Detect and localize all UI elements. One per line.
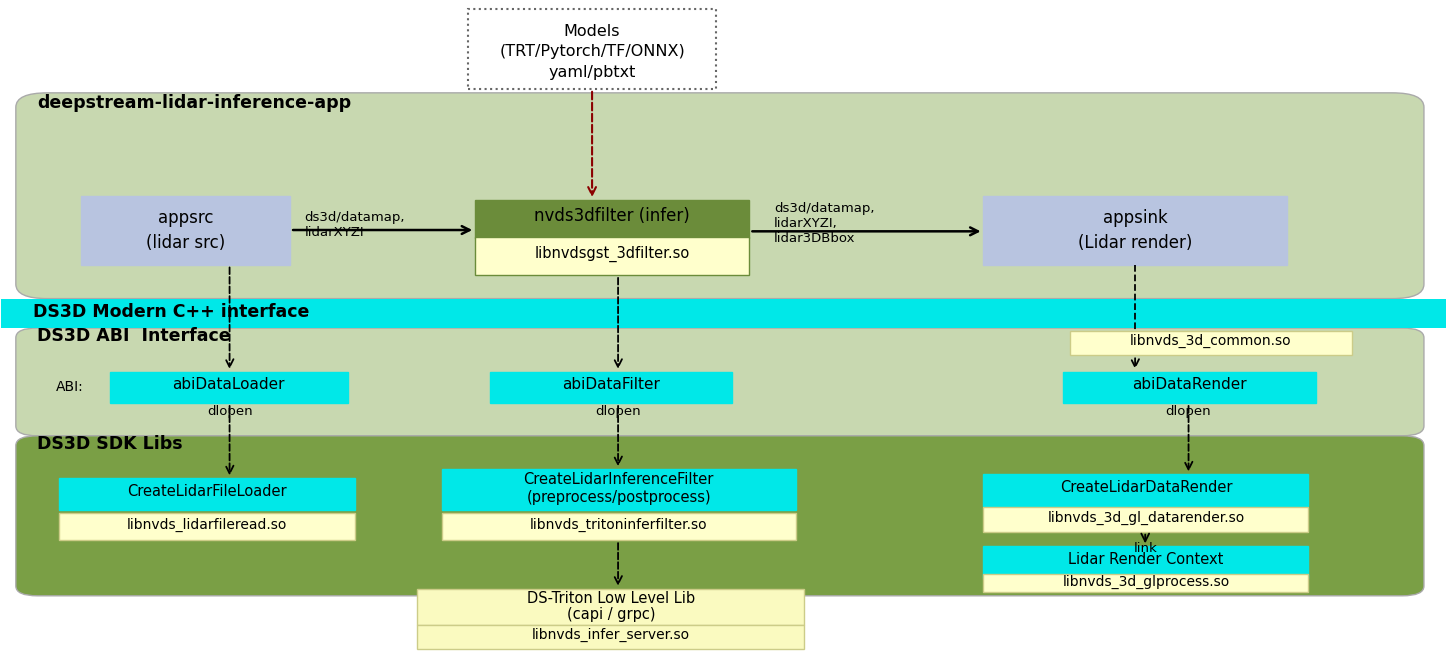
Bar — [489, 372, 732, 403]
Bar — [417, 588, 805, 625]
Bar — [984, 474, 1308, 506]
Text: appsink: appsink — [1103, 209, 1168, 226]
Bar — [475, 237, 750, 275]
Bar — [81, 196, 291, 264]
FancyBboxPatch shape — [16, 436, 1424, 596]
Text: DS3D Modern C++ interface: DS3D Modern C++ interface — [33, 303, 310, 321]
Bar — [1064, 372, 1315, 403]
Text: (TRT/Pytorch/TF/ONNX): (TRT/Pytorch/TF/ONNX) — [499, 43, 684, 58]
Text: libnvds_3d_common.so: libnvds_3d_common.so — [1130, 334, 1292, 348]
Bar — [984, 573, 1308, 592]
Bar — [984, 196, 1286, 264]
Bar — [110, 372, 347, 403]
Bar — [441, 513, 796, 541]
Text: deepstream-lidar-inference-app: deepstream-lidar-inference-app — [38, 94, 352, 112]
Text: (capi / grpc): (capi / grpc) — [567, 607, 655, 623]
Text: ds3d/datamap,
lidarXYZI,
lidar3DBbox: ds3d/datamap, lidarXYZI, lidar3DBbox — [774, 202, 874, 245]
Bar — [1071, 331, 1351, 356]
Text: (preprocess/postprocess): (preprocess/postprocess) — [527, 490, 710, 505]
Text: ds3d/datamap,
lidarXYZI: ds3d/datamap, lidarXYZI — [305, 211, 405, 239]
Bar — [984, 546, 1308, 577]
Text: ABI:: ABI: — [56, 380, 84, 394]
Text: libnvds_lidarfileread.so: libnvds_lidarfileread.so — [127, 518, 288, 532]
Text: (Lidar render): (Lidar render) — [1078, 234, 1192, 252]
Text: nvds3dfilter (infer): nvds3dfilter (infer) — [534, 207, 690, 225]
Bar — [467, 9, 716, 89]
Bar — [475, 200, 750, 238]
Text: libnvds_infer_server.so: libnvds_infer_server.so — [532, 628, 690, 642]
Text: libnvds_tritoninferfilter.so: libnvds_tritoninferfilter.so — [530, 518, 708, 532]
Text: CreateLidarFileLoader: CreateLidarFileLoader — [127, 484, 287, 499]
Text: DS-Triton Low Level Lib: DS-Triton Low Level Lib — [527, 591, 695, 606]
Text: abiDataRender: abiDataRender — [1132, 377, 1246, 392]
Text: appsrc: appsrc — [158, 209, 213, 226]
Text: abiDataLoader: abiDataLoader — [172, 377, 285, 392]
Bar — [59, 513, 355, 541]
Text: dlopen: dlopen — [1166, 405, 1211, 418]
Text: DS3D SDK Libs: DS3D SDK Libs — [38, 436, 184, 453]
Bar — [59, 478, 355, 510]
Text: libnvds_3d_glprocess.so: libnvds_3d_glprocess.so — [1062, 575, 1230, 588]
FancyBboxPatch shape — [16, 93, 1424, 298]
Bar — [417, 625, 805, 649]
Text: CreateLidarDataRender: CreateLidarDataRender — [1059, 480, 1233, 495]
Text: yaml/pbtxt: yaml/pbtxt — [548, 65, 635, 80]
Text: CreateLidarInferenceFilter: CreateLidarInferenceFilter — [524, 472, 713, 487]
Text: link: link — [1133, 543, 1158, 555]
Bar — [441, 469, 796, 510]
Text: libnvds_3d_gl_datarender.so: libnvds_3d_gl_datarender.so — [1048, 510, 1244, 525]
Text: Models: Models — [564, 24, 621, 39]
Bar — [1, 299, 1446, 328]
FancyBboxPatch shape — [16, 328, 1424, 436]
Bar — [984, 507, 1308, 532]
Text: dlopen: dlopen — [595, 405, 641, 418]
Text: (lidar src): (lidar src) — [146, 234, 226, 252]
Text: DS3D ABI  Interface: DS3D ABI Interface — [38, 327, 232, 346]
Text: Lidar Render Context: Lidar Render Context — [1068, 552, 1224, 567]
Text: abiDataFilter: abiDataFilter — [561, 377, 660, 392]
Text: libnvdsgst_3dfilter.so: libnvdsgst_3dfilter.so — [535, 245, 690, 262]
Text: dlopen: dlopen — [207, 405, 252, 418]
